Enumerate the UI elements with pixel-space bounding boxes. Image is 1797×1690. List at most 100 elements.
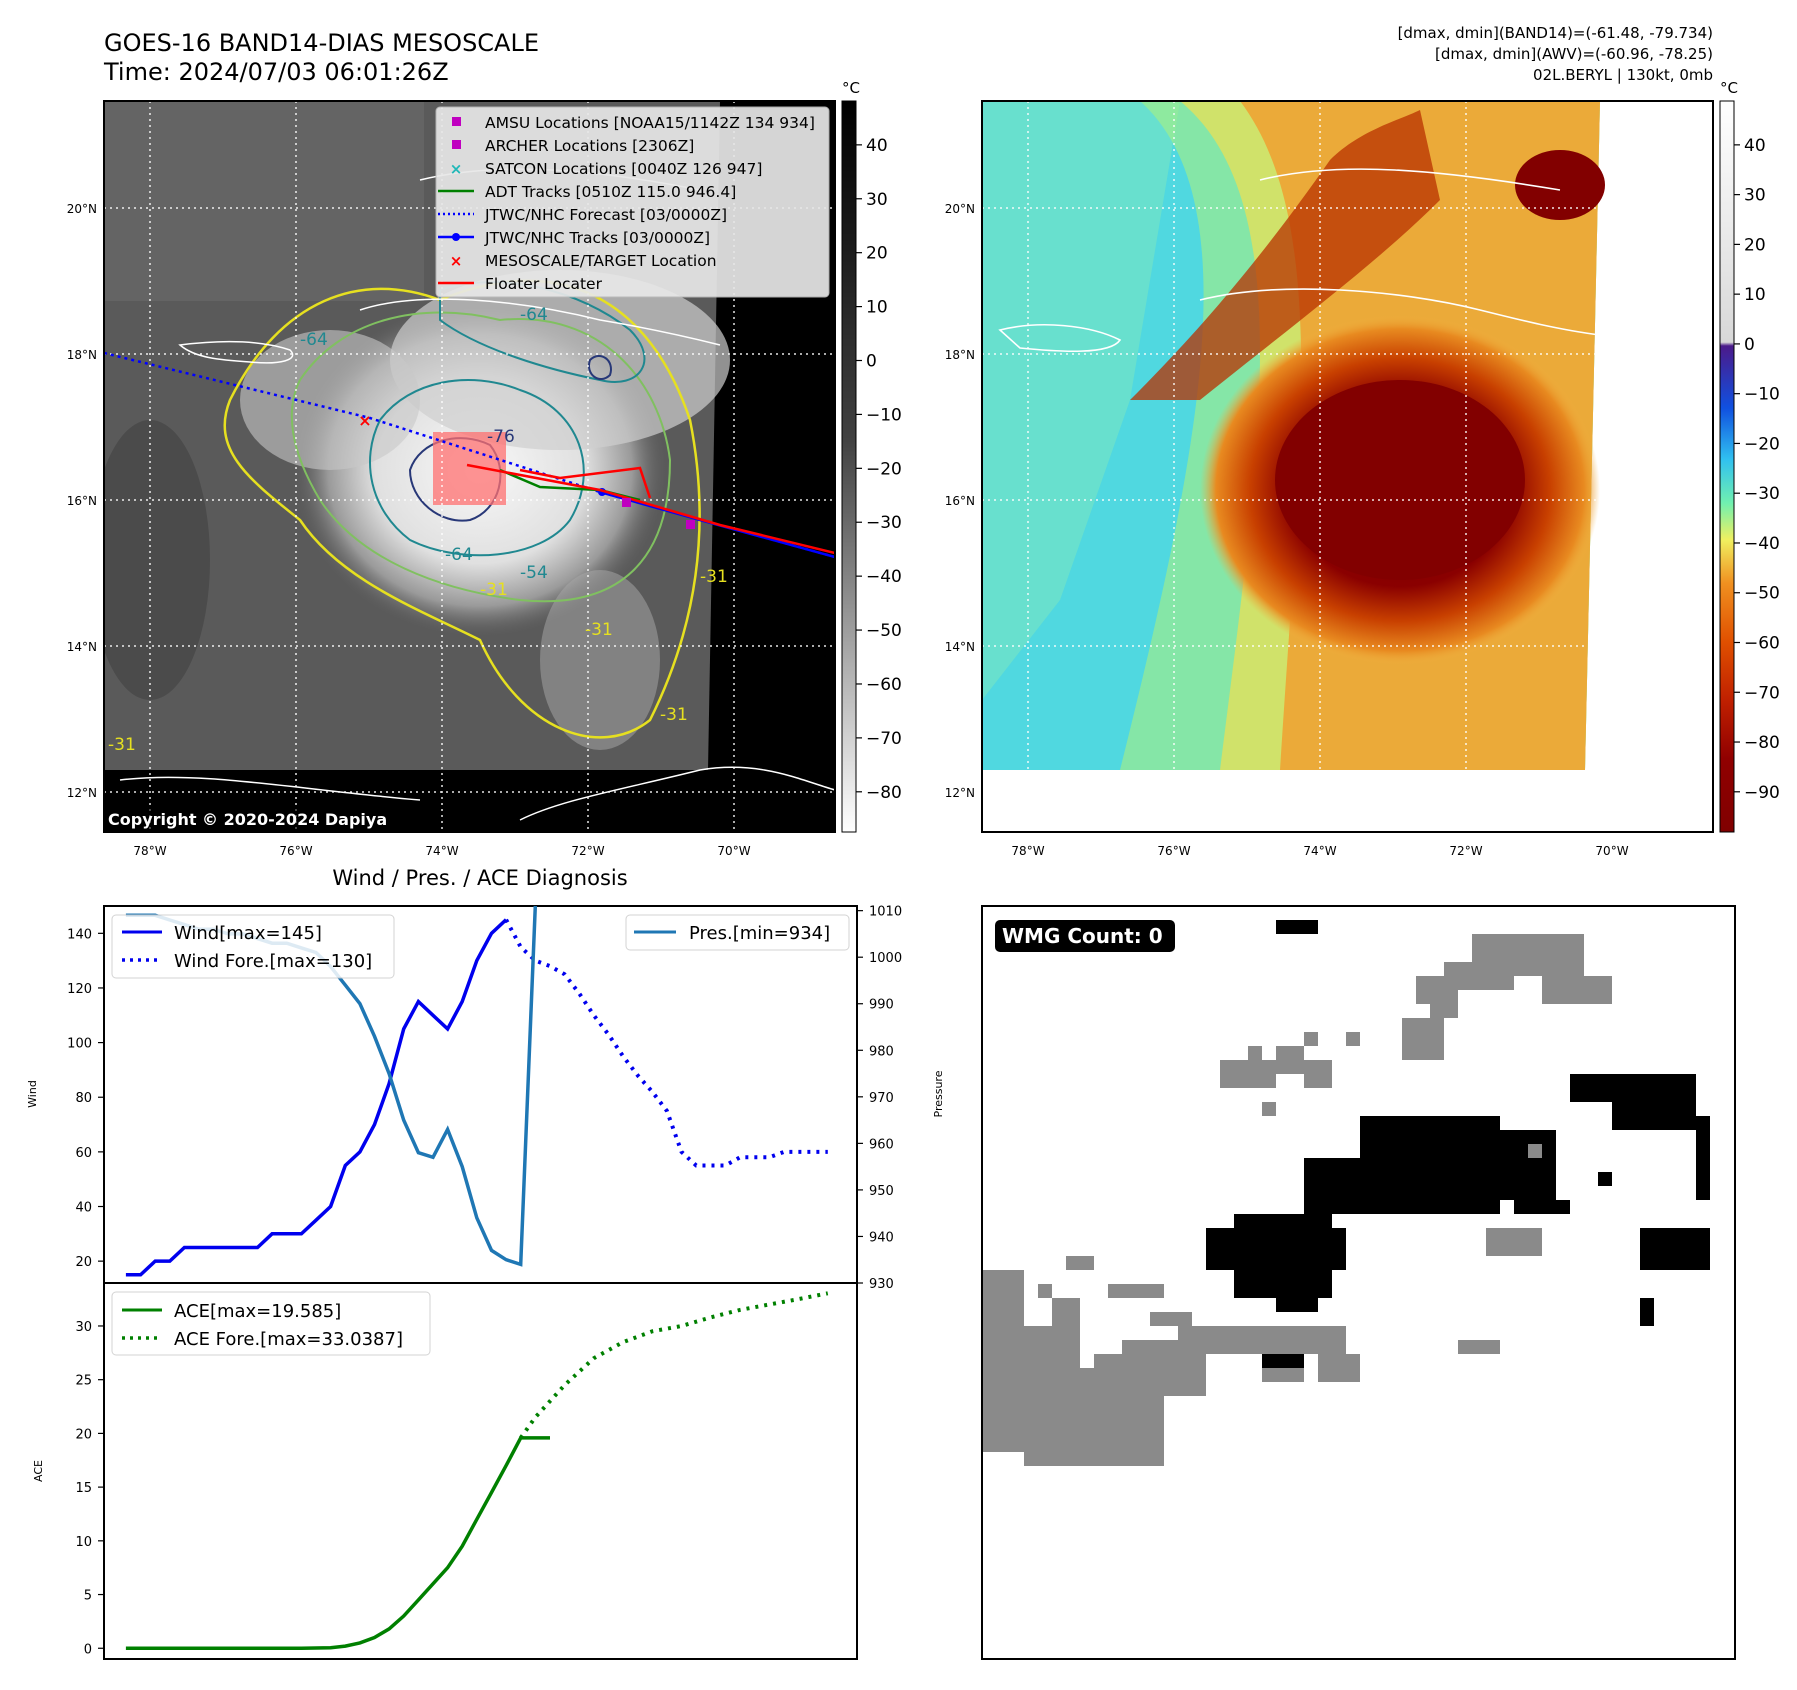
wind-line (125, 918, 508, 1277)
colorbar-tick-label: −70 (866, 729, 902, 749)
lat-label: 16°N (945, 494, 975, 508)
lat-label: 20°N (67, 202, 97, 216)
wmg-cell-gray (1262, 1368, 1304, 1382)
contour-label: -76 (487, 427, 515, 447)
legend-marker-square (452, 117, 461, 126)
colorbar-tick-label: −40 (1744, 534, 1780, 554)
lat-label: 12°N (67, 786, 97, 800)
contour-label: -64 (445, 545, 473, 565)
color-colorbar-unit: °C (1720, 79, 1738, 97)
legend-label: MESOSCALE/TARGET Location (485, 252, 717, 270)
lon-label: 72°W (1449, 844, 1482, 858)
contour-label: -31 (480, 580, 508, 600)
legend-label: ADT Tracks [0510Z 115.0 946.4] (485, 183, 736, 201)
legend-label: AMSU Locations [NOAA15/1142Z 134 934] (485, 114, 815, 132)
wmg-cell-black (1640, 1228, 1710, 1270)
wmg-cell-gray (1304, 1032, 1318, 1046)
contour-label: -31 (108, 735, 136, 755)
lon-label: 72°W (571, 844, 604, 858)
wmg-cell-gray (1206, 1340, 1234, 1354)
wmg-cell-gray (1430, 1004, 1458, 1018)
ace-legend-label: ACE[max=19.585] (174, 1301, 341, 1322)
ace-tick-label: 25 (75, 1374, 92, 1389)
colorbar-tick-label: −20 (866, 459, 902, 479)
lon-label: 76°W (1157, 844, 1190, 858)
lon-label: 70°W (717, 844, 750, 858)
color-colorbar: °C 40 30 20 10 0 −10 −20 −30 −40 −50 −60 −70 −80 −90 (1719, 79, 1780, 833)
diag-info-line3: 02L.BERYL | 130kt, 0mb (1533, 66, 1713, 84)
legend-label: JTWC/NHC Tracks [03/0000Z] (484, 229, 710, 247)
colorbar-tick-label: −90 (1744, 783, 1780, 803)
contour-label: -64 (520, 305, 548, 325)
wind-tick-label: 20 (75, 1255, 92, 1270)
wmg-frame (981, 905, 1736, 1660)
ace-chart: ACE 0 5 10 15 20 25 30 ACE[max=19.585] ACE For… (32, 1282, 858, 1660)
lat-label: 20°N (945, 202, 975, 216)
wind-legend-box (111, 914, 395, 979)
pressure-tick-label: 990 (869, 998, 894, 1013)
lat-label: 18°N (67, 348, 97, 362)
colorbar-tick-label: −80 (866, 783, 902, 803)
colorbar-tick-label: 0 (1744, 335, 1755, 355)
legend-marker-dot (452, 233, 460, 241)
wind-forecast-legend-label: Wind Fore.[max=130] (174, 951, 372, 972)
wmg-cell-gray (1038, 1284, 1052, 1298)
wmg-cell-black (1598, 1172, 1612, 1186)
colorbar-tick-label: −60 (866, 675, 902, 695)
lat-label: 16°N (67, 494, 97, 508)
ace-tick-label: 0 (84, 1642, 92, 1657)
wmg-cell-black (1206, 1228, 1346, 1270)
colorbar-tick-label: 30 (866, 190, 888, 210)
copyright-text: Copyright © 2020-2024 Dapiya (108, 810, 387, 829)
ace-tick-label: 5 (84, 1589, 92, 1604)
contour-label: -31 (700, 567, 728, 587)
colorbar-tick-label: 10 (866, 298, 888, 318)
floater-box (433, 432, 506, 505)
figure-title-line1: GOES-16 BAND14-DIAS MESOSCALE (104, 29, 539, 57)
amsu-marker (622, 498, 631, 507)
pressure-tick-label: 950 (869, 1184, 894, 1199)
legend-marker-square (452, 140, 461, 149)
wind-tick-label: 40 (75, 1201, 92, 1216)
ir-map-panel: × -64 -64 -76 -64 -54 -31 -31 -31 -31 -3… (103, 100, 836, 833)
wmg-cell-gray (1220, 1060, 1276, 1088)
wmg-cell-black (1276, 1298, 1318, 1312)
colorbar-tick-label: −70 (1744, 683, 1780, 703)
colorbar-tick-label: 20 (1744, 235, 1766, 255)
contour-64 (369, 379, 585, 557)
diag-info-line2: [dmax, dmin](AWV)=(-60.96, -78.25) (1435, 45, 1713, 63)
ace-forecast-legend-label: ACE Fore.[max=33.0387] (174, 1329, 403, 1350)
pressure-tick-label: 1010 (869, 905, 902, 920)
wmg-cell-black (1276, 920, 1318, 934)
colorbar-tick-label: 30 (1744, 186, 1766, 206)
contour-label: -54 (520, 563, 548, 583)
pressure-tick-label: 1000 (869, 951, 902, 966)
wmg-cell-gray (1318, 1354, 1360, 1382)
map-axis-labels: 20°N 20°N 18°N 18°N 16°N 16°N 14°N 14°N 12°N 12°N… (67, 202, 1629, 858)
pressure-tick-label: 940 (869, 1230, 894, 1245)
wmg-cell-gray (1486, 1228, 1542, 1256)
diag-info-line1: [dmax, dmin](BAND14)=(-61.48, -79.734) (1398, 24, 1713, 42)
wmg-cell-gray (1542, 976, 1612, 1004)
color-map-frame (981, 100, 1714, 833)
ace-tick-label: 30 (75, 1320, 92, 1335)
ir-map-frame (103, 100, 836, 833)
diagnosis-title: Wind / Pres. / ACE Diagnosis (332, 866, 627, 890)
wmg-cell-gray (1150, 1312, 1192, 1326)
legend-label: JTWC/NHC Forecast [03/0000Z] (484, 206, 727, 224)
wmg-cell-gray (1066, 1256, 1094, 1270)
wmg-count-label: WMG Count: 0 (1002, 924, 1163, 948)
pressure-tick-label: 960 (869, 1137, 894, 1152)
floater-locater-track (466, 463, 835, 555)
lon-label: 74°W (1303, 844, 1336, 858)
target-marker: × (358, 411, 371, 430)
wmg-cell-gray (1346, 1032, 1360, 1046)
wmg-cell-black (1696, 1116, 1710, 1200)
wmg-count-badge (995, 920, 1175, 952)
color-map-panel (981, 100, 1714, 833)
colorbar-tick-label: 20 (866, 244, 888, 264)
colorbar-tick-label: −30 (1744, 484, 1780, 504)
ace-tick-label: 20 (75, 1427, 92, 1442)
wmg-cell-gray (1262, 1326, 1346, 1354)
legend-label: Floater Locater (485, 275, 603, 293)
